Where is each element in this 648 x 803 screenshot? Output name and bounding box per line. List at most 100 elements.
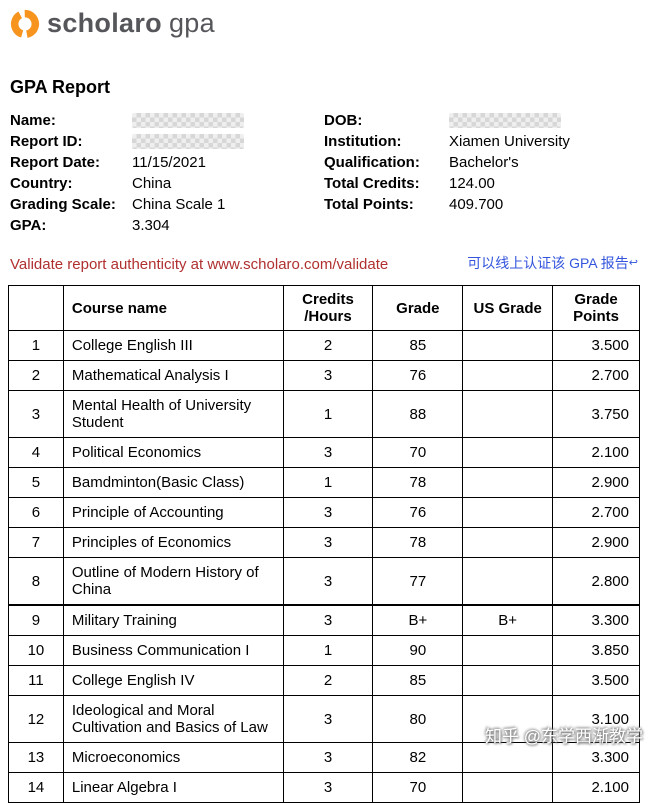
info-column-left: Name: Report ID: Report Date: 11/15/2021 Cou… [10, 110, 324, 236]
info-label: Report Date: [10, 154, 101, 171]
info-row: Name: [10, 110, 324, 131]
link-arrow-icon: ↩ [628, 257, 638, 269]
cell-num: 13 [8, 742, 64, 773]
cell-credits: 3 [282, 742, 374, 773]
table-row: 6 Principle of Accounting 3 76 2.700 [8, 497, 640, 528]
info-value: Xiamen University [449, 133, 570, 150]
cell-credits: 3 [282, 695, 374, 743]
cell-num: 11 [8, 665, 64, 696]
cell-credits: 1 [282, 467, 374, 498]
cell-num: 7 [8, 527, 64, 558]
cell-us [462, 557, 554, 606]
cell-us [462, 665, 554, 696]
cell-grade: 70 [372, 772, 464, 803]
header-us-grade: US Grade [462, 285, 554, 331]
table-row: 7 Principles of Economics 3 78 2.900 [8, 527, 640, 558]
app-logo: scholaro gpa [0, 0, 648, 39]
table-row: 12 Ideological and Moral Cultivation and … [8, 695, 640, 743]
gpa-table-header: Course name Credits /Hours Grade US Grad… [8, 285, 640, 331]
cell-num: 14 [8, 772, 64, 803]
info-label: Total Credits: [324, 175, 420, 192]
cell-grade: 78 [372, 527, 464, 558]
cell-num: 8 [8, 557, 64, 606]
redacted-value [132, 134, 244, 149]
report-info: Name: Report ID: Report Date: 11/15/2021 Cou… [0, 110, 648, 236]
cell-course: Political Economics [62, 437, 284, 468]
table-row: 11 College English IV 2 85 3.500 [8, 665, 640, 696]
header-row: Course name Credits /Hours Grade US Grad… [8, 285, 640, 331]
info-row: Report Date: 11/15/2021 [10, 152, 324, 173]
cell-course: Linear Algebra I [62, 772, 284, 803]
table-row: 2 Mathematical Analysis I 3 76 2.700 [8, 360, 640, 391]
cell-points: 3.850 [552, 635, 640, 666]
info-label: Country: [10, 175, 73, 192]
cell-points: 3.100 [552, 695, 640, 743]
logo-wordmark: scholaro gpa [47, 8, 215, 39]
cell-course: College English IV [62, 665, 284, 696]
cell-num: 5 [8, 467, 64, 498]
info-row: Grading Scale: China Scale 1 [10, 194, 324, 215]
cell-course: Microeconomics [62, 742, 284, 773]
redacted-value [449, 113, 561, 128]
cell-credits: 2 [282, 665, 374, 696]
cell-grade: 82 [372, 742, 464, 773]
cell-us [462, 695, 554, 743]
header-credits-hours: Credits /Hours [282, 285, 374, 331]
info-value: China Scale 1 [132, 196, 226, 213]
cell-us [462, 742, 554, 773]
cell-credits: 1 [282, 635, 374, 666]
info-value: 124.00 [449, 175, 495, 192]
info-row: Institution: Xiamen University [324, 131, 638, 152]
cell-us [462, 330, 554, 361]
info-value: Bachelor's [449, 154, 519, 171]
logo-brand-text: scholaro [47, 8, 162, 38]
cell-points: 3.750 [552, 390, 640, 438]
cell-points: 3.300 [552, 604, 640, 636]
annotation-text: 可以线上认证该 GPA 报告 [467, 255, 629, 271]
table-row: 1 College English III 2 85 3.500 [8, 330, 640, 361]
cell-course: Bamdminton(Basic Class) [62, 467, 284, 498]
info-label: Total Points: [324, 196, 414, 213]
cell-num: 9 [8, 604, 64, 636]
info-label: Institution: [324, 133, 402, 150]
cell-points: 2.100 [552, 437, 640, 468]
table-row: 13 Microeconomics 3 82 3.300 [8, 742, 640, 773]
cell-points: 2.700 [552, 360, 640, 391]
cell-course: Military Training [62, 604, 284, 636]
table-row: 5 Bamdminton(Basic Class) 1 78 2.900 [8, 467, 640, 498]
table-row: 4 Political Economics 3 70 2.100 [8, 437, 640, 468]
cell-credits: 3 [282, 604, 374, 636]
cell-grade: 85 [372, 665, 464, 696]
info-label: Name: [10, 112, 56, 129]
cell-num: 3 [8, 390, 64, 438]
zhihu-watermark: 知乎 @东学西渐教学 [485, 727, 643, 746]
cell-grade: B+ [372, 604, 464, 636]
page-title: GPA Report [10, 77, 111, 97]
info-row: GPA: 3.304 [10, 215, 324, 236]
cell-us [462, 467, 554, 498]
cell-course: Business Communication I [62, 635, 284, 666]
cell-us [462, 437, 554, 468]
cell-num: 4 [8, 437, 64, 468]
cell-num: 6 [8, 497, 64, 528]
table-row: 8 Outline of Modern History of China 3 77 2.… [8, 557, 640, 606]
scholaro-logo-icon [10, 9, 40, 38]
info-row: Total Points: 409.700 [324, 194, 638, 215]
info-column-right: DOB: Institution: Xiamen University Qualifi… [324, 110, 638, 236]
cell-us [462, 635, 554, 666]
info-label: DOB: [324, 112, 363, 129]
annotation-note: 可以线上认证该 GPA 报告↩ [467, 253, 638, 273]
cell-credits: 2 [282, 330, 374, 361]
cell-num: 10 [8, 635, 64, 666]
cell-credits: 3 [282, 437, 374, 468]
info-value: 3.304 [132, 217, 170, 234]
cell-points: 2.900 [552, 467, 640, 498]
cell-credits: 3 [282, 360, 374, 391]
cell-grade: 76 [372, 497, 464, 528]
header-course-name: Course name [62, 285, 284, 331]
cell-points: 2.800 [552, 557, 640, 606]
cell-grade: 76 [372, 360, 464, 391]
gpa-table: Course name Credits /Hours Grade US Grad… [8, 285, 640, 803]
table-row: 3 Mental Health of University Student 1 88 3… [8, 390, 640, 438]
cell-grade: 70 [372, 437, 464, 468]
